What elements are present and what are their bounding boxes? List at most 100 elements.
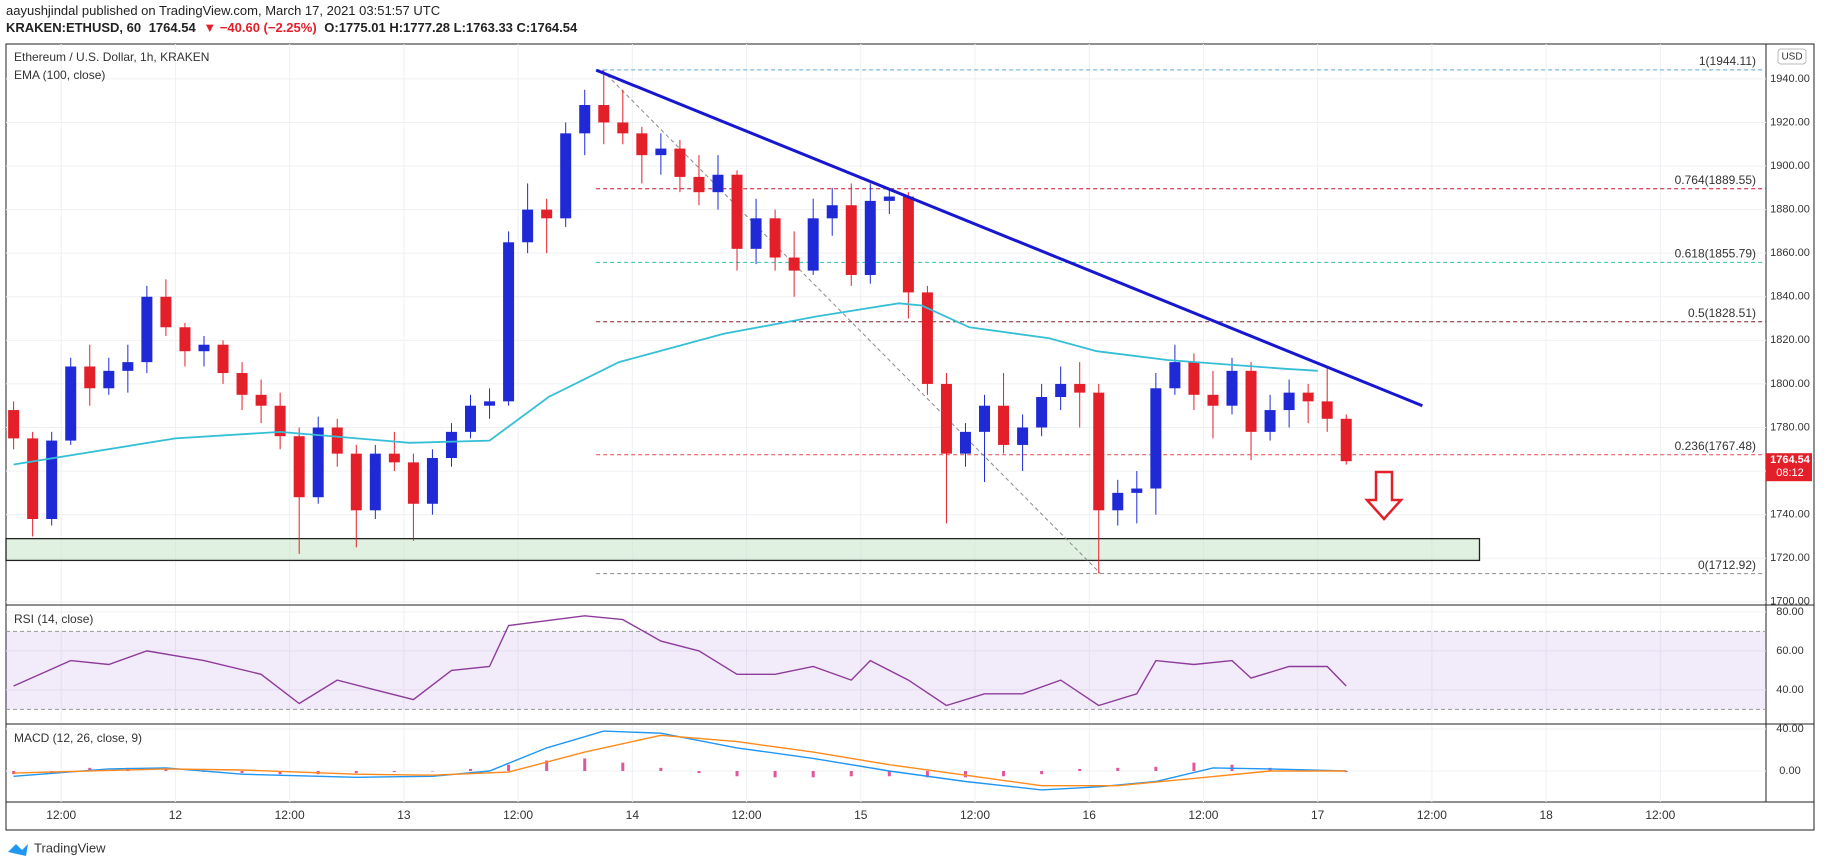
candle-body [560, 133, 572, 219]
y-tick-label: 1800.00 [1770, 378, 1810, 390]
histogram-bar [278, 771, 282, 775]
candle-body [1074, 383, 1086, 393]
candle-body [522, 209, 534, 243]
series-line [13, 302, 1318, 466]
histogram-bar [659, 767, 663, 772]
histogram-bar [164, 768, 168, 772]
candle-body [959, 431, 971, 454]
currency-button[interactable] [1777, 48, 1807, 65]
candle-body [445, 431, 457, 459]
candle-body [369, 453, 381, 511]
candle-body [1055, 383, 1067, 397]
x-tick-label: 18 [1539, 808, 1553, 822]
candle-body [1169, 362, 1181, 389]
y-tick-label: 60.00 [1776, 645, 1804, 657]
fib-label: 0(1712.92) [1698, 558, 1756, 572]
candle-body [636, 133, 648, 156]
y-tick-label: 1700.00 [1770, 596, 1810, 608]
candle-body [426, 458, 438, 504]
histogram-bar [545, 760, 549, 772]
histogram-bar [849, 771, 853, 777]
series-line [13, 615, 1347, 707]
change: ▼ −40.60 (−2.25%) [203, 20, 317, 35]
candle-body [712, 174, 724, 193]
histogram-bar [88, 767, 92, 772]
candle-body [1321, 401, 1333, 419]
fib-label: 0.618(1855.79) [1675, 247, 1756, 261]
candle-body [312, 427, 324, 498]
x-tick-label: 15 [854, 808, 868, 822]
candle-body [902, 196, 914, 293]
candle-body [274, 405, 286, 437]
histogram-bar [392, 771, 396, 773]
legend-entry: EMA (100, close) [14, 68, 105, 82]
candle-body [1245, 370, 1257, 432]
candle-body [236, 373, 248, 395]
candle-body [940, 383, 952, 454]
histogram-bar [1078, 768, 1082, 772]
candle-body [484, 401, 496, 406]
y-tick-label: 1860.00 [1770, 247, 1810, 259]
candle-body [541, 209, 553, 219]
fib-diagonal [601, 69, 1102, 575]
histogram-bar [469, 768, 473, 772]
candle-body [921, 292, 933, 384]
candle-body [27, 438, 39, 520]
currency: USD [1781, 52, 1802, 63]
candle-body [731, 174, 743, 249]
y-tick-label: 0.00 [1779, 765, 1800, 777]
candle-body [579, 105, 591, 134]
x-tick-label: 12:00 [1645, 808, 1675, 822]
histogram-bar [1040, 771, 1044, 775]
histogram-bar [430, 771, 434, 772]
foreground-layer: 12:00 12 12:00 13 12:00 14 12:00 15 12:00 16 12:00… [5, 48, 1812, 822]
candle-body [103, 370, 115, 389]
candle-body [1340, 418, 1352, 462]
histogram-bar [735, 771, 739, 777]
candle-body [807, 218, 819, 271]
histogram-bar [1116, 767, 1120, 772]
frame [5, 43, 1815, 831]
candle-body [388, 453, 400, 463]
last-price: 1764.54 [1770, 454, 1811, 466]
candle-body [1131, 488, 1143, 493]
histogram-bar [507, 764, 511, 772]
support-zone [5, 537, 1481, 562]
candle-body [598, 105, 610, 123]
series-line [13, 734, 1347, 787]
candle-body [1017, 427, 1029, 445]
y-tick-label: 1940.00 [1770, 73, 1810, 85]
y-tick-label: 1780.00 [1770, 421, 1810, 433]
candle-body [1093, 392, 1105, 511]
x-tick-label: 12:00 [503, 808, 533, 822]
y-tick-label: 80.00 [1776, 606, 1804, 618]
y-tick-label: 40.00 [1776, 723, 1804, 735]
symbol-line: KRAKEN:ETHUSD, 60 1764.54 ▼ −40.60 (−2.2… [6, 20, 581, 35]
candle-body [769, 218, 781, 258]
candle-body [331, 427, 343, 454]
histogram-bar [354, 771, 358, 774]
candle-body [883, 196, 895, 201]
pane-title: MACD (12, 26, close, 9) [14, 731, 142, 745]
candle-body [465, 405, 477, 432]
fib-label: 0.764(1889.55) [1675, 173, 1756, 187]
fib-label: 0.236(1767.48) [1675, 439, 1756, 453]
histogram-bar [887, 771, 891, 777]
histogram-bar [621, 762, 625, 772]
candle-body [979, 405, 991, 432]
histogram-bar [925, 771, 929, 778]
y-tick-label: 1720.00 [1770, 552, 1810, 564]
candle-body [46, 440, 58, 520]
x-tick-label: 12 [169, 808, 183, 822]
candle-body [84, 366, 96, 389]
candle-body [1207, 394, 1219, 406]
x-tick-label: 12:00 [960, 808, 990, 822]
candle-body [160, 296, 172, 328]
down-arrow [1364, 470, 1404, 521]
x-tick-label: 12:00 [732, 808, 762, 822]
candle-body [141, 296, 153, 363]
y-tick-label: 40.00 [1776, 684, 1804, 696]
candle-body [693, 176, 705, 193]
candle-body [122, 362, 134, 371]
